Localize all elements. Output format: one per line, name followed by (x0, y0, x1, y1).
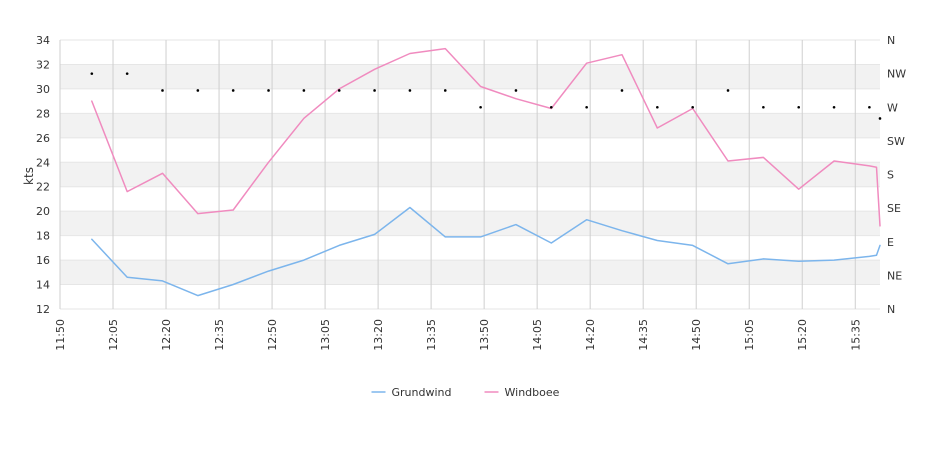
y-tick-label: 16 (36, 254, 50, 267)
direction-point (797, 105, 801, 109)
x-tick-label: 12:35 (213, 319, 226, 351)
direction-point (832, 105, 836, 109)
direction-point (656, 105, 659, 109)
direction-tick-label: S (887, 169, 894, 182)
direction-point (479, 105, 482, 109)
y-tick-label: 20 (36, 205, 50, 218)
y-tick-label: 24 (36, 156, 50, 169)
direction-point (549, 105, 553, 109)
y-tick-label: 14 (36, 279, 50, 292)
direction-point (762, 105, 765, 109)
direction-tick-label: NW (887, 68, 906, 81)
y-tick-label: 22 (36, 181, 50, 194)
x-tick-label: 11:50 (54, 319, 67, 351)
direction-point (161, 89, 164, 92)
y-tick-label: 30 (36, 83, 50, 96)
direction-point (691, 105, 694, 109)
x-tick-label: 13:05 (319, 319, 332, 351)
direction-point (337, 89, 341, 92)
direction-tick-label: N (887, 34, 895, 47)
alternate-bands (60, 64, 880, 285)
direction-axis-tick-labels: N NE E SE S SW W NW N (887, 34, 906, 316)
x-tick-label: 12:05 (107, 319, 120, 351)
y-tick-label: 12 (36, 303, 50, 316)
vertical-gridlines (59, 40, 856, 309)
legend-item-grundwind: Grundwind (371, 386, 452, 399)
legend: Grundwind Windboee (371, 386, 560, 399)
direction-point (231, 89, 235, 92)
x-tick-label: 13:50 (478, 319, 491, 351)
direction-point (868, 105, 871, 109)
direction-tick-label: N (887, 303, 895, 316)
y-tick-label: 32 (36, 58, 50, 71)
direction-point (302, 89, 306, 92)
x-tick-label: 12:50 (266, 319, 279, 351)
direction-point (514, 89, 518, 92)
direction-tick-label: E (887, 236, 894, 249)
grid-band (60, 211, 880, 236)
series-line-grundwind (91, 206, 881, 297)
direction-point (267, 89, 270, 92)
horizontal-gridlines (60, 39, 880, 310)
direction-point (878, 117, 882, 120)
y-tick-label: 26 (36, 132, 50, 145)
grid-band (60, 113, 880, 138)
legend-label: Grundwind (392, 386, 452, 399)
x-axis-tick-labels: 11:50 12:05 12:20 12:35 12:50 13:05 13:20 13:35… (54, 319, 862, 351)
series-line-windboee (91, 47, 881, 227)
grid-band (60, 64, 880, 89)
x-tick-label: 15:35 (849, 319, 862, 351)
x-tick-label: 14:20 (584, 319, 597, 351)
direction-point (620, 89, 624, 92)
y-tick-label: 34 (36, 34, 50, 47)
y-tick-label: 18 (36, 230, 50, 243)
x-tick-label: 15:20 (796, 319, 809, 351)
direction-point (196, 89, 200, 92)
x-tick-label: 13:35 (425, 319, 438, 351)
legend-label: Windboee (505, 386, 560, 399)
x-tick-label: 15:05 (743, 319, 756, 351)
direction-tick-label: SE (887, 202, 901, 215)
legend-item-windboee: Windboee (484, 386, 560, 399)
direction-tick-label: NE (887, 269, 902, 282)
direction-point (125, 72, 129, 75)
grid-band (60, 162, 880, 187)
direction-point (585, 105, 588, 109)
direction-point (90, 72, 94, 75)
direction-point (408, 89, 412, 92)
x-tick-label: 13:20 (372, 319, 385, 351)
direction-point (726, 89, 730, 92)
y-axis-label: kts (22, 167, 36, 185)
y-axis-tick-labels: 12 14 16 18 20 22 24 26 28 30 32 34 (36, 34, 50, 316)
direction-points (90, 72, 882, 120)
direction-tick-label: W (887, 101, 898, 114)
series-lines (91, 47, 881, 297)
x-tick-label: 12:20 (160, 319, 173, 351)
x-tick-label: 14:35 (637, 319, 650, 351)
direction-point (373, 89, 376, 92)
x-tick-label: 14:50 (690, 319, 703, 351)
x-tick-label: 14:05 (531, 319, 544, 351)
direction-point (443, 89, 447, 92)
grid-band (60, 260, 880, 285)
direction-tick-label: SW (887, 135, 905, 148)
y-tick-label: 28 (36, 107, 50, 120)
